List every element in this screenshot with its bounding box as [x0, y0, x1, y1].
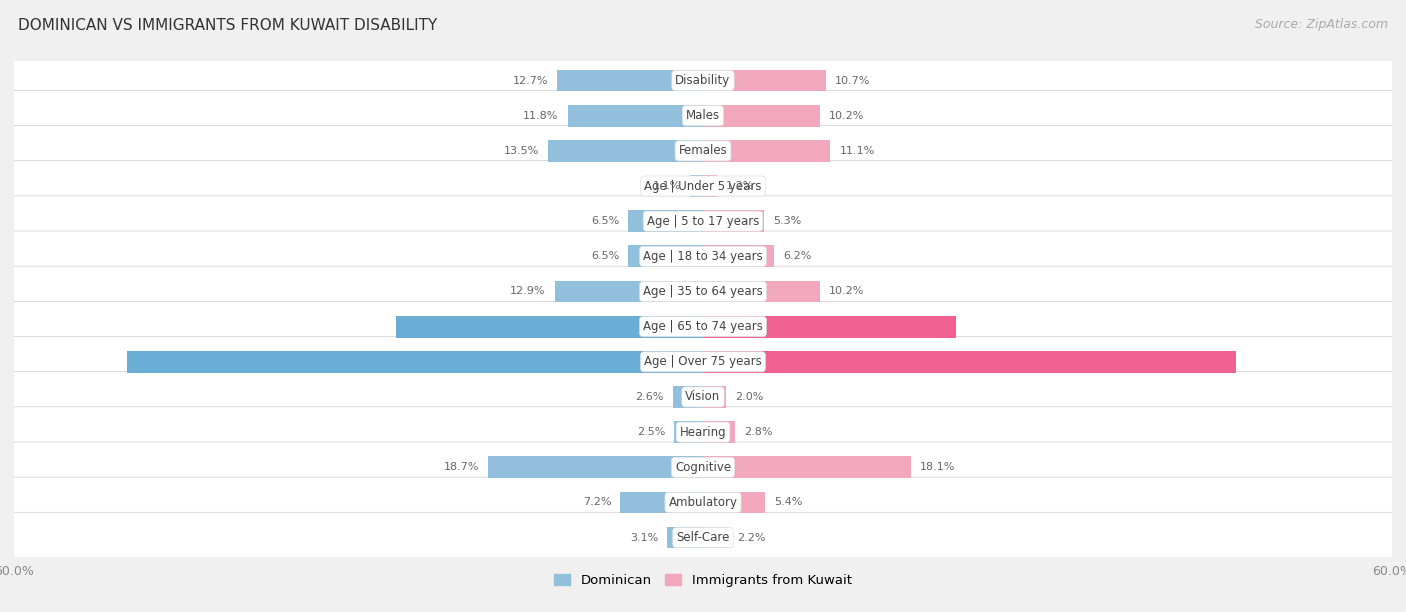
Text: 2.6%: 2.6% — [636, 392, 664, 402]
Text: 2.8%: 2.8% — [744, 427, 773, 437]
Bar — [548, 140, 703, 162]
Bar — [690, 175, 703, 197]
Text: 10.2%: 10.2% — [830, 111, 865, 121]
FancyBboxPatch shape — [11, 407, 1395, 460]
Text: 13.5%: 13.5% — [503, 146, 538, 156]
Text: 46.4%: 46.4% — [1346, 357, 1381, 367]
Bar — [703, 351, 1236, 373]
Text: 3.1%: 3.1% — [630, 532, 658, 543]
Text: Age | 5 to 17 years: Age | 5 to 17 years — [647, 215, 759, 228]
Text: 10.7%: 10.7% — [835, 75, 870, 86]
Text: Males: Males — [686, 109, 720, 122]
Bar — [488, 457, 703, 478]
Text: Age | Under 5 years: Age | Under 5 years — [644, 179, 762, 193]
Text: Disability: Disability — [675, 74, 731, 87]
Text: 11.1%: 11.1% — [839, 146, 875, 156]
Text: 50.2%: 50.2% — [25, 357, 60, 367]
Text: 5.4%: 5.4% — [775, 498, 803, 507]
Text: 2.5%: 2.5% — [637, 427, 665, 437]
FancyBboxPatch shape — [11, 91, 1395, 144]
Bar — [703, 457, 911, 478]
FancyBboxPatch shape — [11, 231, 1395, 285]
FancyBboxPatch shape — [11, 196, 1395, 249]
Text: 18.1%: 18.1% — [920, 462, 956, 472]
Bar — [557, 70, 703, 91]
Text: 7.2%: 7.2% — [582, 498, 612, 507]
FancyBboxPatch shape — [11, 371, 1395, 425]
Bar — [703, 211, 763, 232]
Bar — [703, 386, 725, 408]
Text: 12.9%: 12.9% — [510, 286, 546, 296]
Text: 1.2%: 1.2% — [725, 181, 755, 191]
Text: DOMINICAN VS IMMIGRANTS FROM KUWAIT DISABILITY: DOMINICAN VS IMMIGRANTS FROM KUWAIT DISA… — [18, 18, 437, 34]
Text: Age | Over 75 years: Age | Over 75 years — [644, 356, 762, 368]
FancyBboxPatch shape — [11, 512, 1395, 565]
FancyBboxPatch shape — [11, 161, 1395, 214]
FancyBboxPatch shape — [11, 442, 1395, 495]
Text: 5.3%: 5.3% — [773, 216, 801, 226]
Text: 11.8%: 11.8% — [523, 111, 558, 121]
Text: 22.0%: 22.0% — [1346, 322, 1381, 332]
FancyBboxPatch shape — [11, 55, 1395, 109]
Bar — [628, 211, 703, 232]
Bar — [620, 491, 703, 513]
Bar — [675, 421, 703, 443]
FancyBboxPatch shape — [11, 125, 1395, 179]
Text: 10.2%: 10.2% — [830, 286, 865, 296]
Bar — [628, 245, 703, 267]
Bar — [703, 140, 831, 162]
Text: 1.1%: 1.1% — [652, 181, 681, 191]
Text: Self-Care: Self-Care — [676, 531, 730, 544]
Text: Source: ZipAtlas.com: Source: ZipAtlas.com — [1254, 18, 1388, 31]
Text: 26.7%: 26.7% — [25, 322, 60, 332]
Text: Hearing: Hearing — [679, 425, 727, 439]
Text: Age | 35 to 64 years: Age | 35 to 64 years — [643, 285, 763, 298]
Bar — [668, 527, 703, 548]
Text: 6.5%: 6.5% — [591, 252, 619, 261]
Text: Ambulatory: Ambulatory — [668, 496, 738, 509]
FancyBboxPatch shape — [11, 301, 1395, 355]
Text: Cognitive: Cognitive — [675, 461, 731, 474]
FancyBboxPatch shape — [11, 477, 1395, 531]
Text: 6.2%: 6.2% — [783, 252, 811, 261]
Text: 6.5%: 6.5% — [591, 216, 619, 226]
Bar — [703, 280, 820, 302]
Text: 2.2%: 2.2% — [738, 532, 766, 543]
Text: Age | 65 to 74 years: Age | 65 to 74 years — [643, 320, 763, 333]
Text: 2.0%: 2.0% — [735, 392, 763, 402]
Bar — [703, 491, 765, 513]
Bar — [703, 105, 820, 127]
Text: Females: Females — [679, 144, 727, 157]
Bar — [703, 527, 728, 548]
Text: Vision: Vision — [685, 390, 721, 403]
Bar — [703, 175, 717, 197]
Text: 18.7%: 18.7% — [444, 462, 479, 472]
Bar — [555, 280, 703, 302]
FancyBboxPatch shape — [11, 266, 1395, 319]
FancyBboxPatch shape — [11, 337, 1395, 390]
Bar — [703, 245, 775, 267]
Bar — [673, 386, 703, 408]
Bar — [127, 351, 703, 373]
Bar — [568, 105, 703, 127]
Bar — [703, 421, 735, 443]
Legend: Dominican, Immigrants from Kuwait: Dominican, Immigrants from Kuwait — [550, 569, 856, 592]
Bar — [396, 316, 703, 338]
Text: 12.7%: 12.7% — [513, 75, 548, 86]
Bar — [703, 316, 956, 338]
Bar — [703, 70, 825, 91]
Text: Age | 18 to 34 years: Age | 18 to 34 years — [643, 250, 763, 263]
